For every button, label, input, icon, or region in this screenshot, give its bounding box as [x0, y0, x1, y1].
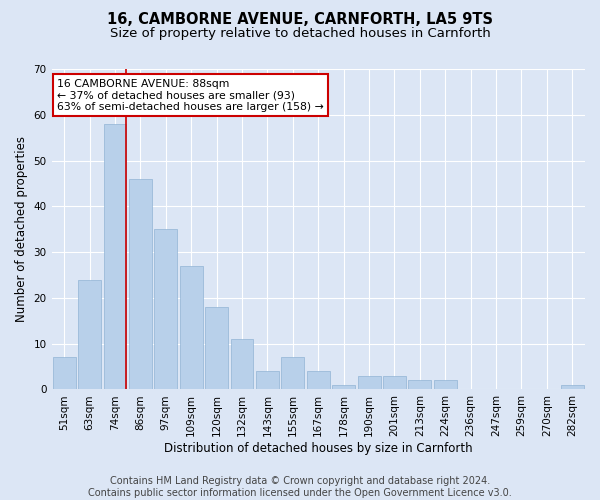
- Text: 16 CAMBORNE AVENUE: 88sqm
← 37% of detached houses are smaller (93)
63% of semi-: 16 CAMBORNE AVENUE: 88sqm ← 37% of detac…: [57, 78, 323, 112]
- Bar: [409, 380, 431, 390]
- Bar: [78, 280, 101, 390]
- Bar: [205, 307, 228, 390]
- Bar: [358, 376, 380, 390]
- Bar: [332, 385, 355, 390]
- Bar: [383, 376, 406, 390]
- Bar: [104, 124, 127, 390]
- Text: Size of property relative to detached houses in Carnforth: Size of property relative to detached ho…: [110, 28, 490, 40]
- Bar: [129, 179, 152, 390]
- Bar: [434, 380, 457, 390]
- Bar: [180, 266, 203, 390]
- Bar: [281, 358, 304, 390]
- Bar: [53, 358, 76, 390]
- Y-axis label: Number of detached properties: Number of detached properties: [15, 136, 28, 322]
- Text: Contains HM Land Registry data © Crown copyright and database right 2024.
Contai: Contains HM Land Registry data © Crown c…: [88, 476, 512, 498]
- X-axis label: Distribution of detached houses by size in Carnforth: Distribution of detached houses by size …: [164, 442, 473, 455]
- Bar: [561, 385, 584, 390]
- Bar: [307, 371, 330, 390]
- Text: 16, CAMBORNE AVENUE, CARNFORTH, LA5 9TS: 16, CAMBORNE AVENUE, CARNFORTH, LA5 9TS: [107, 12, 493, 28]
- Bar: [230, 339, 253, 390]
- Bar: [154, 229, 177, 390]
- Bar: [256, 371, 279, 390]
